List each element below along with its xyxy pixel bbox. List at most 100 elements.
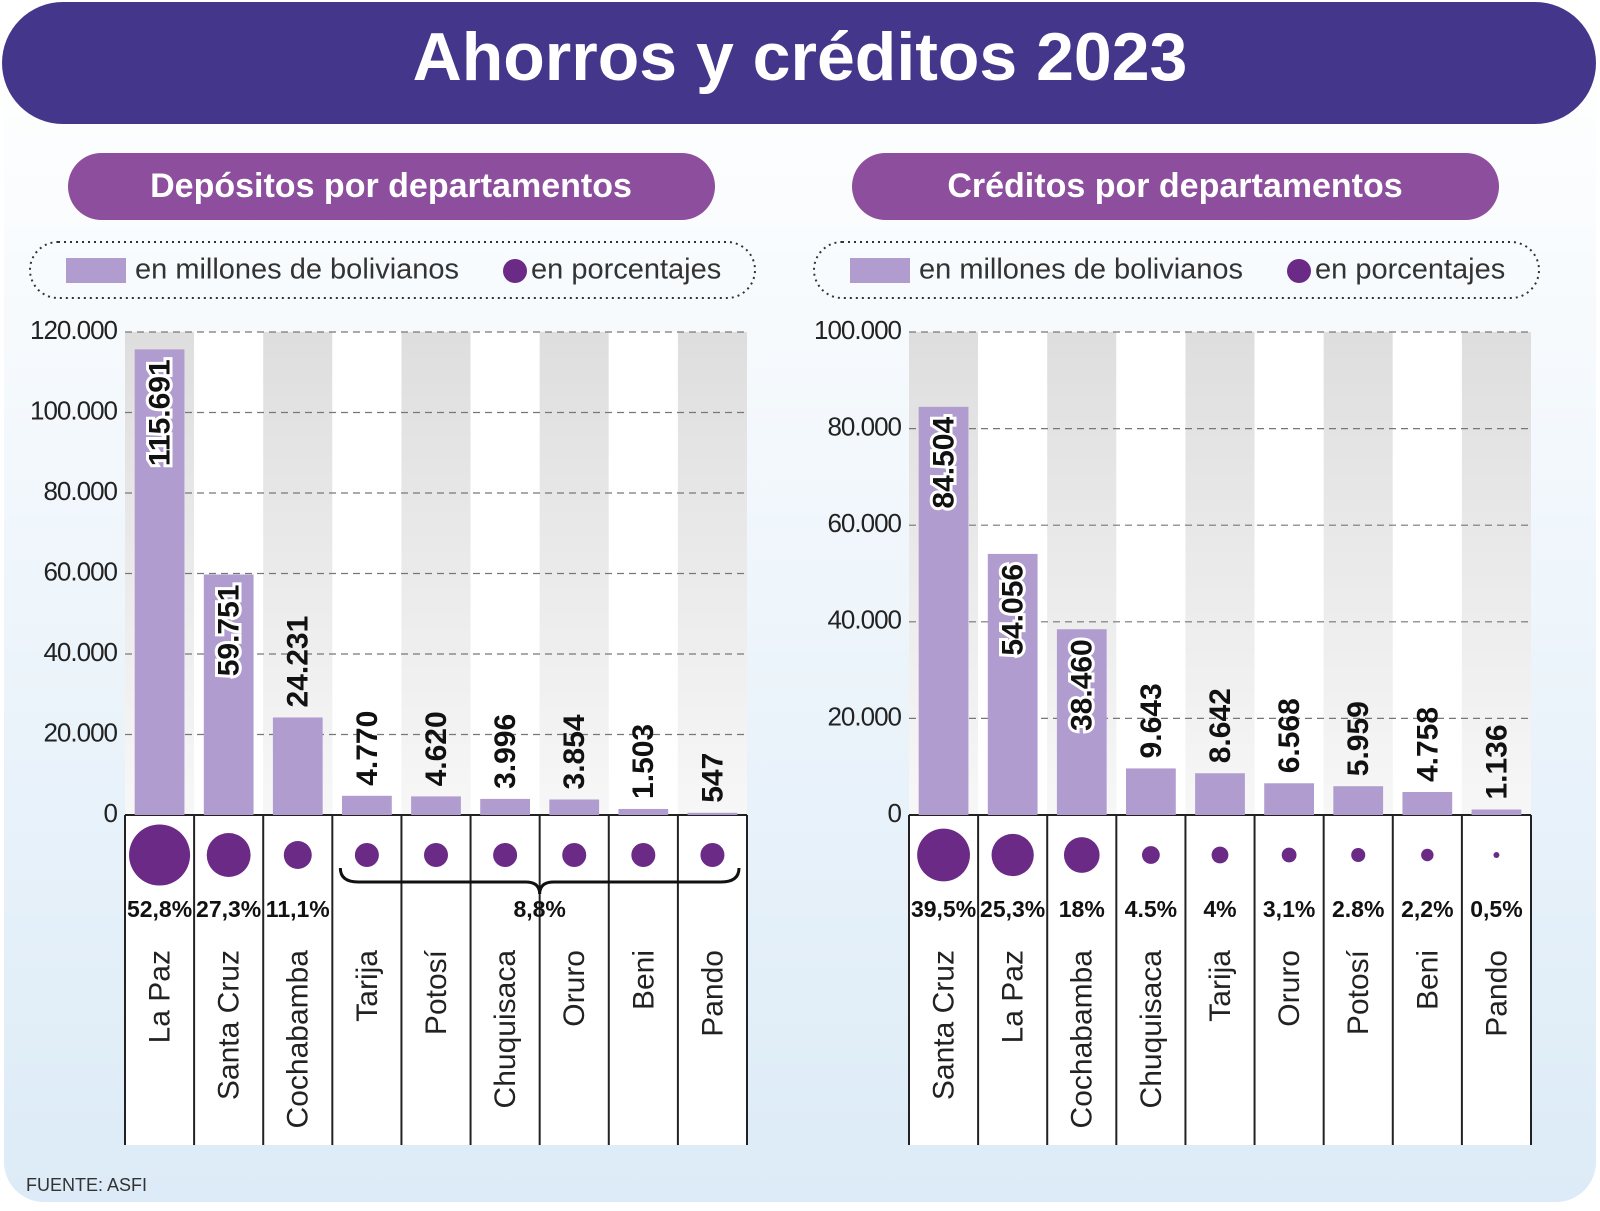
subtitle-pill (852, 153, 1499, 220)
value-label: 1.136 (1480, 724, 1513, 799)
category-label: Cochabamba (1066, 950, 1099, 1129)
category-label: Cochabamba (282, 950, 315, 1129)
value-label: 4.758 (1411, 707, 1444, 782)
column-bg (1185, 332, 1255, 815)
title-banner (2, 2, 1596, 124)
legend-label: en millones de bolivianos (135, 254, 459, 286)
column-bg (1392, 332, 1462, 815)
table-cell (1185, 815, 1255, 1145)
value-label: 59.751 (213, 585, 246, 677)
bar (618, 808, 669, 815)
table-cell (332, 815, 402, 1145)
legend-label: en porcentajes (531, 254, 721, 286)
value-label: 84.504 (927, 417, 960, 509)
value-label: 9.643 (1135, 683, 1168, 758)
value-label: 4.770 (351, 711, 384, 786)
y-tick-label: 100.000 (30, 395, 118, 425)
percentage-dot (1351, 847, 1366, 863)
value-label: 115.691 (143, 359, 176, 466)
percentage-dot (1063, 837, 1100, 873)
percentage-dot (129, 824, 191, 886)
title: Ahorros y créditos 2023 (413, 19, 1188, 95)
bar (203, 574, 254, 815)
percentage-label: 2,2% (1401, 896, 1453, 922)
percentage-label: 2.8% (1332, 896, 1384, 922)
category-label: Oruro (1273, 950, 1306, 1027)
column-bg (677, 332, 747, 815)
percentage-dot (562, 843, 587, 867)
percentage-dot (1281, 847, 1297, 863)
value-label: 1.503 (627, 724, 660, 799)
value-label: 3.996 (489, 714, 522, 789)
value-label: 5.959 (1342, 701, 1375, 776)
legend-dot (503, 259, 527, 283)
bar (1126, 768, 1176, 815)
y-tick-label: 0 (888, 798, 902, 828)
category-label: Tarija (1204, 950, 1237, 1022)
category-label: Beni (1411, 950, 1444, 1010)
y-tick-label: 40.000 (827, 605, 901, 635)
category-label: Oruro (558, 950, 591, 1027)
table-cell (539, 815, 609, 1145)
y-tick-label: 80.000 (43, 476, 117, 506)
percentage-label: 25,3% (980, 896, 1045, 922)
percentage-label: 27,3% (196, 896, 261, 922)
source: FUENTE: ASFI (26, 1175, 147, 1195)
y-tick-label: 100.000 (814, 315, 902, 345)
y-tick-label: 0 (104, 798, 118, 828)
percentage-label: 3,1% (1263, 896, 1315, 922)
percentage-dot (1493, 852, 1500, 858)
value-label: 38.460 (1066, 639, 1099, 731)
category-label: Pando (1480, 950, 1513, 1037)
category-label: Tarija (351, 950, 384, 1022)
category-label: Chuquisaca (1135, 950, 1168, 1109)
category-label: Pando (696, 950, 729, 1037)
bar (480, 798, 530, 815)
percentage-label: 4.5% (1125, 896, 1177, 922)
percentage-dot (283, 841, 312, 869)
value-label: 3.854 (558, 714, 591, 789)
percentage-label: 11,1% (266, 896, 330, 922)
category-label: Santa Cruz (213, 950, 246, 1100)
table-cell (1323, 815, 1393, 1145)
table-cell (470, 815, 540, 1145)
table-cell (263, 815, 333, 1145)
column-bg (1116, 332, 1186, 815)
y-tick-label: 80.000 (827, 411, 901, 441)
percentage-dot (917, 828, 970, 882)
column-bg (1254, 332, 1324, 815)
percentage-dot (493, 843, 518, 867)
category-label: Chuquisaca (489, 950, 522, 1109)
bar (687, 812, 738, 815)
group-percentage-label: 8,8% (513, 896, 565, 922)
legend-dot (1287, 259, 1311, 283)
legend-swatch (66, 258, 126, 283)
percentage-dot (1421, 848, 1434, 862)
column-bg (1461, 332, 1531, 815)
group-brace (338, 867, 741, 895)
bar (918, 406, 969, 815)
column-bg (470, 332, 540, 815)
category-label: Santa Cruz (927, 950, 960, 1100)
percentage-label: 39,5% (911, 896, 976, 922)
y-tick-label: 60.000 (827, 508, 901, 538)
table-cell (1254, 815, 1324, 1145)
column-bg (1323, 332, 1393, 815)
table-cell (677, 815, 747, 1145)
bar (1195, 773, 1245, 815)
table-cell (1392, 815, 1462, 1145)
percentage-label: 4% (1203, 896, 1236, 922)
subtitle: Créditos por departamentos (947, 167, 1402, 205)
subtitle: Depósitos por departamentos (150, 167, 632, 205)
category-label: Beni (627, 950, 660, 1010)
category-label: La Paz (143, 950, 176, 1043)
percentage-label: 18% (1059, 896, 1105, 922)
percentage-dot (631, 843, 656, 867)
table-cell (1461, 815, 1531, 1145)
table-cell (1116, 815, 1186, 1145)
bar (1402, 792, 1453, 815)
category-label: Potosí (420, 949, 453, 1035)
bar (1333, 786, 1384, 815)
bar (987, 553, 1038, 815)
